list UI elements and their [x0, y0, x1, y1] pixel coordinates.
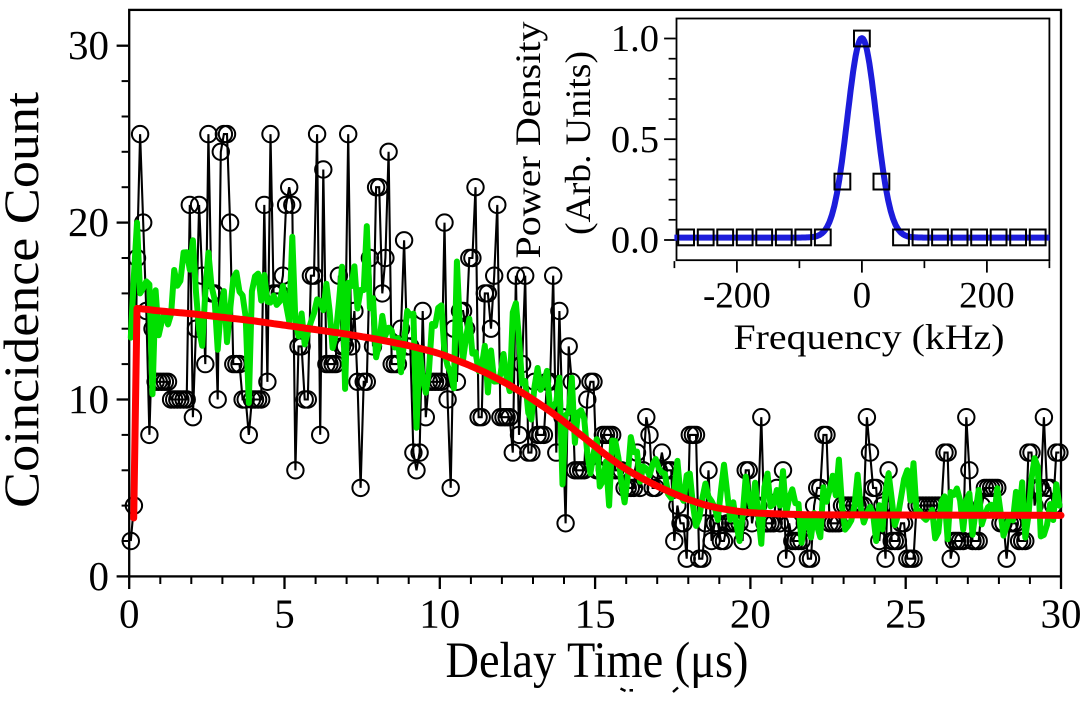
svg-text:10: 10 [419, 591, 460, 637]
svg-text:1.0: 1.0 [611, 18, 659, 60]
svg-text:Coincidence Count: Coincidence Count [0, 92, 49, 508]
svg-text:0.5: 0.5 [611, 119, 659, 161]
svg-text:0.0: 0.0 [611, 220, 659, 262]
svg-text:20: 20 [730, 591, 771, 637]
svg-text:0: 0 [119, 591, 140, 637]
svg-text:25: 25 [885, 591, 926, 637]
svg-text:-200: -200 [703, 276, 771, 317]
svg-text:15: 15 [575, 591, 616, 637]
svg-text:5: 5 [274, 591, 295, 637]
svg-text:Frequency (kHz): Frequency (kHz) [734, 317, 1005, 357]
svg-text:30: 30 [68, 22, 109, 68]
svg-text:(Arb. Units): (Arb. Units) [558, 51, 598, 235]
svg-text:30: 30 [1041, 591, 1082, 637]
svg-text:0: 0 [853, 276, 872, 317]
svg-text:10: 10 [68, 376, 109, 422]
svg-text:200: 200 [959, 276, 1015, 317]
svg-text:Delay Time (μs): Delay Time (μs) [446, 633, 749, 689]
svg-text:Power Density: Power Density [508, 22, 548, 259]
svg-text:20: 20 [68, 199, 109, 245]
svg-text:0: 0 [89, 553, 110, 599]
